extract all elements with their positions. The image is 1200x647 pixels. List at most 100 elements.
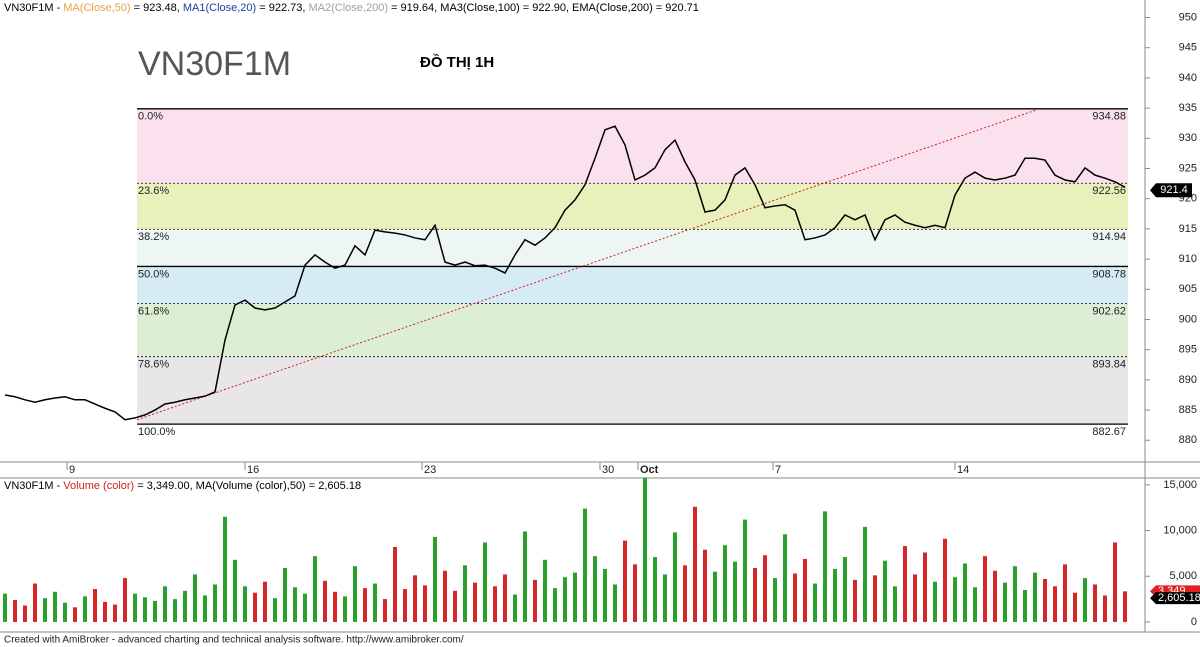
volume-bar	[463, 565, 467, 622]
volume-bar	[553, 588, 557, 622]
volume-bar	[983, 556, 987, 622]
volume-bar	[743, 519, 747, 622]
fib-ratio-label: 78.6%	[138, 359, 169, 371]
fib-zone	[137, 229, 1128, 267]
fib-ratio-label: 23.6%	[138, 185, 169, 197]
volume-bar	[103, 601, 107, 622]
volume-bar	[483, 542, 487, 622]
volume-bar	[913, 574, 917, 622]
fib-ratio-label: 100.0%	[138, 426, 176, 438]
legend: VN30F1M - Volume (color) = 3,349.00, MA(…	[4, 480, 361, 492]
volume-bar	[713, 571, 717, 622]
y-tick-label: 890	[1179, 374, 1197, 386]
legend-item: = 922.73,	[256, 2, 308, 14]
volume-bar	[1013, 566, 1017, 622]
volume-bar	[273, 598, 277, 622]
y-tick-label: 925	[1179, 162, 1197, 174]
y-tick-label: 945	[1179, 42, 1197, 54]
volume-bar	[993, 570, 997, 622]
volume-bar	[203, 595, 207, 622]
volume-bar	[723, 545, 727, 622]
volume-bar	[1103, 595, 1107, 622]
volume-bar	[473, 582, 477, 622]
volume-bar	[383, 599, 387, 622]
volume-bar	[1063, 564, 1067, 622]
trend-line	[136, 108, 1041, 421]
y-tick-label: 885	[1179, 404, 1197, 416]
volume-bar	[83, 596, 87, 622]
volume-bar	[583, 508, 587, 622]
volume-bar	[123, 578, 127, 622]
volume-bar	[313, 556, 317, 622]
volume-bar	[863, 526, 867, 622]
volume-bar	[843, 557, 847, 622]
volume-bar	[323, 580, 327, 622]
y-tick-label: 900	[1179, 313, 1197, 325]
volume-bar	[933, 581, 937, 622]
volume-bar	[903, 546, 907, 622]
volume-bar	[1023, 589, 1027, 622]
last-value-label: 2,605.18	[1158, 592, 1200, 604]
volume-bar	[943, 538, 947, 622]
volume-bar	[1083, 578, 1087, 622]
volume-bar	[783, 534, 787, 622]
x-tick-label: 30	[602, 464, 614, 476]
fib-price-label: 908.78	[1092, 268, 1126, 280]
legend-item: MA(Close,50)	[63, 2, 130, 14]
volume-bar	[523, 531, 527, 622]
y-tick-label: 895	[1179, 344, 1197, 356]
y-tick-label: 15,000	[1163, 479, 1197, 491]
legend: VN30F1M - MA(Close,50) = 923.48, MA1(Clo…	[4, 2, 699, 14]
volume-bar	[1073, 592, 1077, 622]
fib-ratio-label: 0.0%	[138, 111, 163, 123]
volume-bar	[703, 549, 707, 622]
legend-item: = 919.64, MA3(Close,100) = 922.90, EMA(C…	[388, 2, 699, 14]
x-tick-label: 9	[69, 464, 75, 476]
last-value-label: 921.4	[1160, 184, 1188, 196]
volume-bar	[823, 511, 827, 622]
volume-bar	[563, 577, 567, 622]
price-line	[4, 125, 1126, 421]
volume-bar	[3, 593, 7, 622]
volume-bar	[453, 590, 457, 622]
volume-bar	[363, 588, 367, 622]
volume-bar	[193, 574, 197, 622]
volume-bar	[833, 568, 837, 622]
volume-bar	[333, 591, 337, 622]
x-tick-label: 23	[424, 464, 436, 476]
volume-bar	[283, 568, 287, 622]
fib-price-label: 934.88	[1092, 111, 1126, 123]
fib-price-label: 882.67	[1092, 426, 1126, 438]
legend-item: = 3,349.00, MA(Volume (color),50) = 2,60…	[134, 480, 361, 492]
fib-price-label: 922.56	[1092, 185, 1126, 197]
y-tick-label: 880	[1179, 434, 1197, 446]
volume-bar	[613, 584, 617, 622]
volume-bar	[443, 570, 447, 622]
fib-price-label: 914.94	[1092, 231, 1126, 243]
volume-bar	[1093, 584, 1097, 622]
fib-ratio-label: 61.8%	[138, 306, 169, 318]
volume-bar	[923, 552, 927, 622]
volume-bar	[293, 587, 297, 622]
fib-price-label: 902.62	[1092, 306, 1126, 318]
volume-bar	[973, 587, 977, 622]
legend-item: VN30F1M -	[4, 480, 63, 492]
volume-bar	[603, 568, 607, 622]
volume-bar	[1043, 578, 1047, 622]
fib-zone	[137, 183, 1128, 230]
y-tick-label: 910	[1179, 253, 1197, 265]
fib-zone	[137, 266, 1128, 304]
y-tick-label: 5,000	[1169, 570, 1197, 582]
volume-bar	[113, 604, 117, 622]
volume-bar	[1003, 582, 1007, 622]
volume-bar	[773, 578, 777, 622]
volume-bar	[873, 575, 877, 622]
volume-bar	[1053, 586, 1057, 622]
volume-bar	[623, 540, 627, 622]
volume-bar	[533, 579, 537, 622]
volume-bar	[793, 573, 797, 622]
fib-price-label: 893.84	[1092, 359, 1126, 371]
last-value-box	[1150, 592, 1200, 605]
volume-bar	[513, 594, 517, 622]
